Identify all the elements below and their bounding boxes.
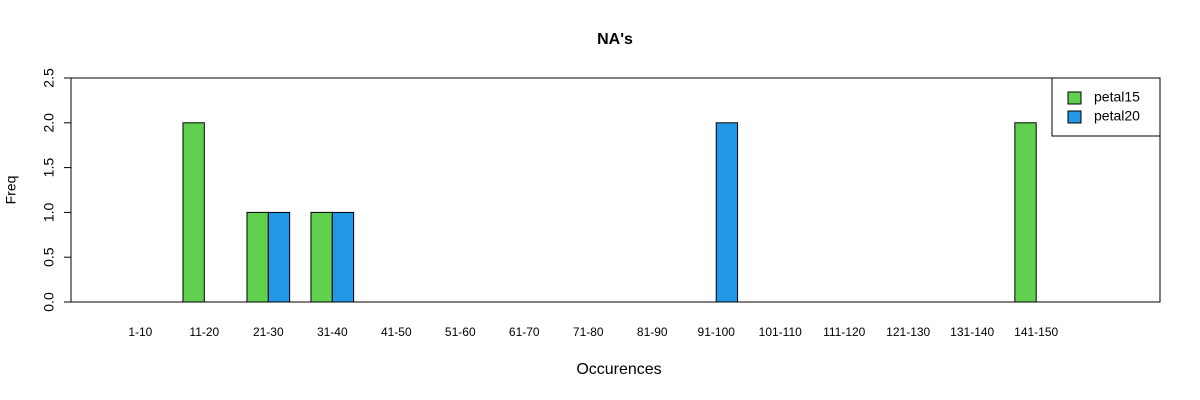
bar <box>182 122 205 303</box>
x-tick-label: 111-120 <box>823 325 866 339</box>
x-tick-label: 61-70 <box>509 325 540 339</box>
x-tick-label: 81-90 <box>637 325 668 339</box>
legend-frame <box>1051 77 1161 137</box>
y-tick-label: 1.0 <box>41 202 57 222</box>
x-tick-label: 71-80 <box>573 325 604 339</box>
legend-swatch <box>1067 110 1082 124</box>
x-tick-label: 121-130 <box>886 325 930 339</box>
x-tick-label: 141-150 <box>1014 325 1058 339</box>
x-axis-label: Occurences <box>576 361 661 378</box>
x-tick-label: 91-100 <box>698 325 736 339</box>
chart-title: NA's <box>597 31 633 48</box>
y-tick-label: 1.5 <box>41 158 57 178</box>
x-tick-label: 11-20 <box>189 325 219 339</box>
y-tick-label: 0.5 <box>41 247 57 267</box>
x-tick-label: 31-40 <box>317 325 348 339</box>
bar <box>246 211 269 303</box>
y-tick-label: 2.5 <box>41 68 57 88</box>
legend-label: petal20 <box>1094 108 1140 124</box>
x-tick-label: 41-50 <box>381 325 412 339</box>
x-tick-label: 51-60 <box>445 325 476 339</box>
bar <box>331 211 355 303</box>
legend-swatch <box>1067 91 1082 105</box>
legend-label: petal15 <box>1094 89 1140 105</box>
x-tick-label: 1-10 <box>128 325 152 339</box>
y-axis-label: Freq <box>3 176 19 205</box>
bar <box>267 211 291 303</box>
x-tick-label: 131-140 <box>950 325 994 339</box>
y-tick-label: 0.0 <box>41 292 57 312</box>
bar <box>310 211 333 303</box>
y-tick-label: 2.0 <box>41 113 57 133</box>
bar <box>1014 122 1037 303</box>
x-tick-label: 101-110 <box>759 325 802 339</box>
bar <box>715 122 739 303</box>
x-tick-label: 21-30 <box>253 325 284 339</box>
